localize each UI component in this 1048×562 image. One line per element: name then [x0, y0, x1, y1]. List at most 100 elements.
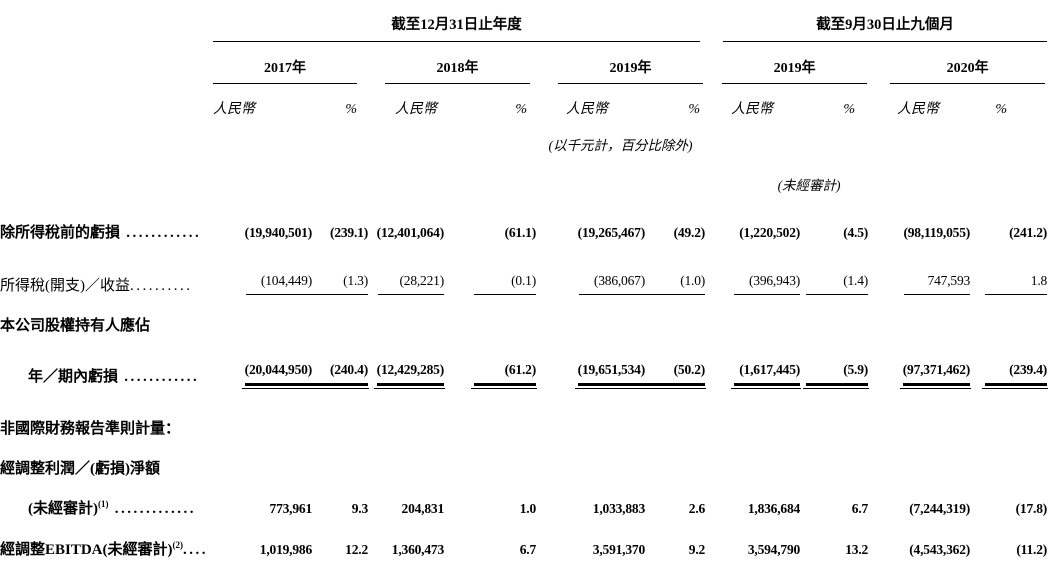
- value-cell: (5.9): [800, 338, 870, 400]
- row-label: (未經審計)(1) .............: [28, 499, 196, 518]
- value-cell: (17.8): [970, 482, 1048, 521]
- value: 3,594,790: [747, 542, 801, 557]
- value: 1,360,473: [391, 542, 444, 557]
- value: 1,033,883: [592, 501, 645, 516]
- year-2020-9m-rule: [890, 83, 1046, 84]
- value-cell: (50.2): [640, 338, 707, 400]
- value-cell: (19,265,467): [536, 194, 646, 245]
- row-label: 非國際財務報告準則計量：: [0, 421, 181, 437]
- value: (239.1): [330, 225, 368, 240]
- group-annual: 截至12月31日止年度: [205, 0, 705, 42]
- value: (12,429,285): [373, 362, 446, 389]
- percent-header-2017: %: [345, 102, 357, 117]
- value: (1.4): [806, 273, 868, 295]
- value: (19,651,534): [574, 362, 647, 389]
- year-2018: 2018年: [368, 42, 536, 84]
- value-cell: (239.1): [312, 194, 368, 245]
- footnote-marker: (1): [98, 499, 109, 509]
- value-cell: (61.1): [444, 194, 537, 245]
- value-cell: (20,044,950): [205, 338, 314, 400]
- table-row: 年／期內虧損 ............ (20,044,950) (240.4) (1…: [0, 338, 1048, 400]
- value-cell: (1.0): [643, 245, 705, 303]
- year-2018-rule: [385, 83, 530, 84]
- value-cell: (7,244,319): [868, 482, 970, 521]
- value-cell: (386,067): [536, 245, 645, 303]
- table-row: 經調整EBITDA(未經審計)(2).... 1,019,986 12.2 1,360…: [0, 521, 1047, 562]
- value: (50.2): [640, 362, 707, 389]
- value: (20,044,950): [241, 362, 314, 389]
- currency-header-2018: 人民幣: [395, 102, 437, 117]
- unit-note: (以千元計，百分比除外): [548, 138, 693, 153]
- value: (19,940,501): [244, 225, 313, 240]
- value-cell: (98,119,055): [868, 194, 970, 245]
- row-label: 年／期內虧損 ............: [28, 369, 200, 385]
- value-cell: (1.3): [306, 245, 368, 303]
- value-cell: 773,961: [205, 482, 313, 521]
- footnote-marker: (2): [172, 540, 184, 550]
- value-cell: 1,019,986: [205, 521, 312, 562]
- currency-header-2020-9m: 人民幣: [897, 102, 940, 117]
- row-label: 經調整EBITDA(未經審計)(2)....: [0, 540, 209, 559]
- row-label: 除所得稅前的虧損 ............: [0, 225, 202, 241]
- currency-header-2019: 人民幣: [566, 102, 608, 117]
- value: (11.2): [1016, 542, 1048, 557]
- value-cell: 12.2: [312, 521, 368, 562]
- value-cell: (0.1): [444, 245, 536, 303]
- value: (4,543,362): [909, 542, 971, 557]
- value: (5.9): [803, 362, 870, 389]
- table-row: 本公司股權持有人應佔: [0, 303, 1047, 338]
- value-cell: (49.2): [645, 194, 706, 245]
- value-cell: 747,593: [868, 245, 970, 303]
- value: (0.1): [474, 273, 536, 295]
- value: (239.4): [982, 362, 1048, 389]
- subheader-row: 人民幣 % 人民幣 % 人民幣 % 人民幣 % 人民幣 %: [0, 84, 1047, 118]
- value: (12,401,064): [376, 225, 445, 240]
- value: (1,617,445): [731, 362, 802, 389]
- value: 9.3: [351, 501, 368, 516]
- value-cell: (1.4): [800, 245, 868, 303]
- value-cell: 6.7: [800, 482, 868, 521]
- value-cell: (97,371,462): [868, 338, 972, 400]
- value: (386,067): [579, 273, 645, 295]
- value-cell: 9.2: [645, 521, 705, 562]
- value-cell: 1,360,473: [368, 521, 444, 562]
- unaudited-note-row: (未經審計): [0, 154, 1047, 194]
- value-cell: 1,033,883: [536, 482, 645, 521]
- value-cell: 3,594,790: [705, 521, 800, 562]
- value: (28,221): [378, 273, 444, 295]
- table-row: 所得稅(開支)／收益.......... (104,449) (1.3) (28,22…: [0, 245, 1047, 303]
- table-row: 非國際財務報告準則計量：: [0, 400, 1047, 442]
- value: 1.8: [985, 273, 1047, 295]
- value: 6.7: [519, 542, 536, 557]
- value: 2.6: [688, 501, 706, 516]
- value: 1,836,684: [747, 501, 801, 516]
- group-annual-title: 截至12月31日止年度: [391, 17, 522, 33]
- value: (1.3): [306, 273, 368, 295]
- year-2020-9m: 2020年: [868, 42, 1047, 84]
- year-2019-9m-rule: [722, 83, 868, 84]
- value-cell: (12,429,285): [368, 338, 446, 400]
- value: (1,220,502): [739, 225, 801, 240]
- value-cell: (19,940,501): [205, 194, 313, 245]
- currency-header-2019-9m: 人民幣: [731, 102, 774, 117]
- year-2017: 2017年: [205, 42, 368, 84]
- value: 747,593: [904, 273, 970, 295]
- value-cell: 204,831: [368, 482, 445, 521]
- value: (19,265,467): [577, 225, 646, 240]
- table-row: (未經審計)(1) ............. 773,961 9.3 204,831…: [0, 482, 1047, 521]
- group-header-row: 截至12月31日止年度 截至9月30日止九個月: [0, 0, 1048, 42]
- value: (61.2): [471, 362, 537, 389]
- dot-leader: ............: [118, 369, 200, 385]
- value-cell: (239.4): [970, 338, 1048, 400]
- table-row: 經調整利潤／(虧損)淨額: [0, 442, 1047, 482]
- value-cell: (61.2): [444, 338, 537, 400]
- empty-cells: [205, 303, 1047, 338]
- value-cell: (4.5): [800, 194, 868, 245]
- value-cell: (104,449): [205, 245, 312, 303]
- currency-header-2017: 人民幣: [213, 102, 255, 117]
- value-cell: 6.7: [444, 521, 536, 562]
- value: (7,244,319): [909, 501, 971, 516]
- value-cell: (19,651,534): [536, 338, 647, 400]
- dot-leader: ....: [183, 542, 209, 558]
